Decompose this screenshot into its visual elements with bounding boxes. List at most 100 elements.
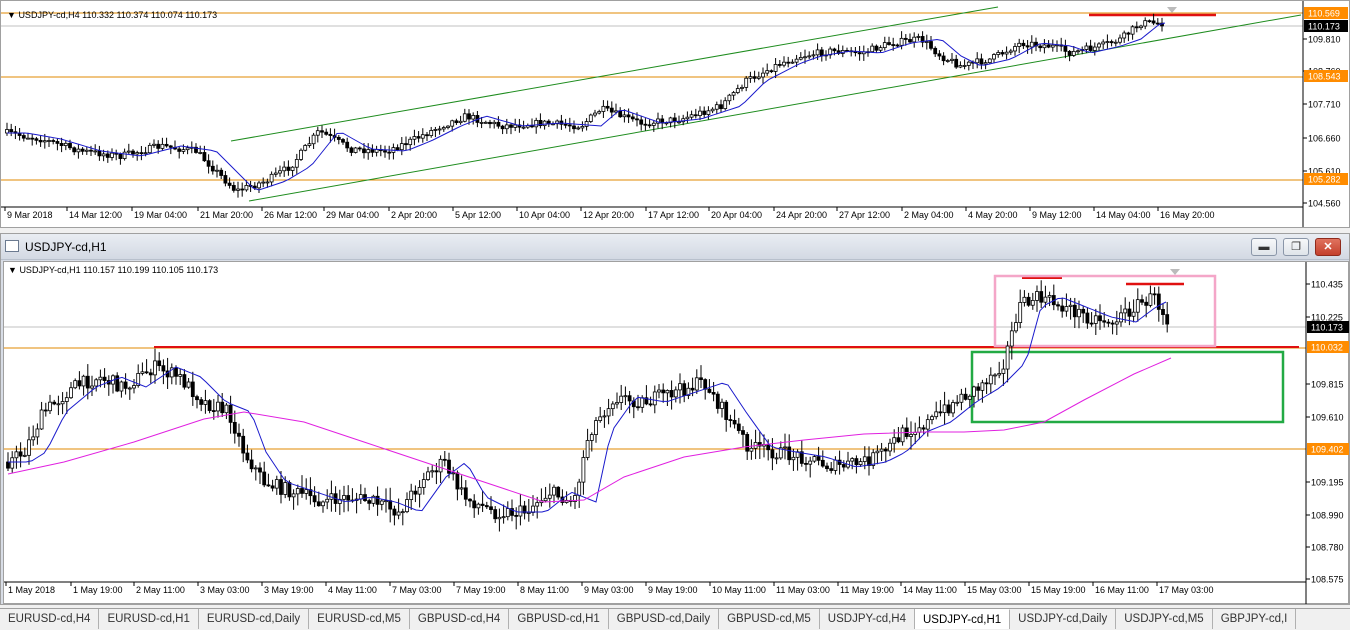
h4-candle-body (1105, 41, 1110, 43)
h1-candle-body (216, 401, 220, 412)
h4-chart-window[interactable]: ▼ USDJPY-cd,H4 110.332 110.374 110.074 1… (0, 0, 1350, 228)
h1-candle-body (816, 456, 821, 461)
restore-button[interactable]: ❐ (1283, 238, 1309, 256)
h1-candle-body (703, 379, 708, 390)
h1-time-label: 3 May 19:00 (264, 585, 314, 595)
chart-tab[interactable]: EURUSD-cd,H4 (0, 609, 100, 629)
h4-chart-area[interactable]: ▼ USDJPY-cd,H4 110.332 110.374 110.074 1… (1, 1, 1349, 227)
chart-tab[interactable]: GBPUSD-cd,H4 (410, 609, 510, 629)
h4-candle-body (1071, 50, 1076, 56)
h4-candle-body (257, 182, 261, 189)
h1-candle-body (825, 465, 829, 470)
chart-tab[interactable]: EURUSD-cd,Daily (199, 609, 310, 629)
h4-candle-body (471, 115, 476, 120)
chart-tab[interactable]: GBPJPY-cd,I (1213, 609, 1297, 629)
chart-tab[interactable]: EURUSD-cd,H1 (99, 609, 199, 629)
chart-tab[interactable]: GBPUSD-cd,H1 (509, 609, 609, 629)
h4-candle-body (76, 148, 81, 153)
h4-time-label: 9 May 12:00 (1032, 210, 1082, 220)
h1-candle-body (673, 389, 678, 398)
h1-candle-body (1127, 308, 1132, 317)
dropdown-triangle-icon[interactable]: ▼ (8, 265, 17, 275)
h4-candle-body (1092, 46, 1097, 51)
h1-time-label: 16 May 11:00 (1095, 585, 1149, 595)
chart-tab[interactable]: USDJPY-cd,H1 (914, 609, 1011, 629)
h4-candle-body (706, 110, 711, 115)
h1-candle-body (186, 381, 191, 388)
h4-candle-body (941, 55, 946, 62)
h1-price-label: 109.815 (1311, 380, 1344, 390)
h1-support-zone-box (970, 350, 1285, 424)
chart-tab[interactable]: USDJPY-cd,Daily (1010, 609, 1117, 629)
h1-candle-body (1110, 322, 1115, 325)
h1-candle-body (1026, 296, 1031, 306)
h4-candle-body (164, 143, 169, 147)
h1-candle-body (1060, 305, 1065, 312)
h4-candle-body (639, 119, 644, 125)
h4-candle-body (996, 52, 1001, 55)
h4-candle-body (782, 61, 786, 66)
h4-candle-body (181, 149, 186, 152)
h4-candle-body (777, 64, 782, 66)
close-button[interactable]: ✕ (1315, 238, 1341, 256)
h4-candle-body (626, 114, 631, 118)
h1-candle-body (182, 374, 187, 388)
minimize-button[interactable]: ▬ (1251, 238, 1277, 256)
h1-candle-body (615, 402, 619, 405)
chart-tab[interactable]: EURUSD-cd,M5 (309, 609, 410, 629)
h1-candle-body (1093, 315, 1098, 324)
h4-candle-body (857, 52, 862, 55)
dropdown-triangle-icon[interactable]: ▼ (7, 10, 16, 20)
h4-candle-body (198, 152, 203, 154)
h4-candle-body (328, 133, 333, 136)
h1-candle-body (602, 415, 607, 418)
h1-time-label: 11 May 03:00 (776, 585, 830, 595)
h4-candle-body (1013, 46, 1017, 52)
h4-candle-body (336, 136, 341, 140)
h4-candle-body (408, 138, 413, 146)
h1-price-label: 110.225 (1311, 313, 1343, 323)
chart-tab[interactable]: GBPUSD-cd,Daily (609, 609, 720, 629)
chart-tab[interactable]: USDJPY-cd,M5 (1116, 609, 1213, 629)
h4-candle-body (206, 160, 211, 167)
h4-candle-body (668, 117, 673, 124)
h4-time-label: 5 Apr 12:00 (455, 210, 501, 220)
h4-candle-body (878, 47, 883, 51)
h4-candle-body (542, 120, 547, 127)
chart-tab[interactable]: GBPUSD-cd,M5 (719, 609, 820, 629)
h4-candle-body (559, 120, 564, 125)
h4-candle-body (492, 121, 497, 125)
h4-candle-body (156, 143, 161, 149)
h4-candle-body (895, 44, 900, 47)
h1-price-label: 109.195 (1311, 478, 1344, 488)
h1-shift-marker-icon (1170, 269, 1180, 275)
h4-channel-lower-line (248, 14, 1302, 202)
h1-candle-body (518, 505, 523, 517)
h1-chart-window[interactable]: USDJPY-cd,H1 ▬ ❐ ✕ ▼ USDJPY-cd,H1 110.15… (0, 233, 1350, 605)
h1-candle-body (1035, 291, 1039, 301)
h1-candle-body (690, 387, 695, 391)
h1-time-label: 10 May 11:00 (712, 585, 766, 595)
h4-candle-body (483, 121, 488, 124)
h1-chart-area[interactable]: ▼ USDJPY-cd,H1 110.157 110.199 110.105 1… (3, 261, 1349, 604)
h4-candle-body (912, 36, 917, 43)
h1-price-label: 110.173 (1311, 323, 1343, 333)
h1-candle-body (610, 403, 615, 410)
h4-candle-body (59, 143, 64, 146)
h1-candle-body (636, 406, 640, 409)
h4-candle-body (874, 45, 879, 51)
chart-tab[interactable]: USDJPY-cd,H4 (820, 609, 915, 629)
h1-candle-body (426, 471, 430, 480)
chart-tab-bar: EURUSD-cd,H4 EURUSD-cd,H1 EURUSD-cd,Daily E… (0, 608, 1350, 629)
h4-candle-body (1113, 41, 1118, 44)
h4-candle-body (790, 61, 795, 64)
h1-candle-body (421, 479, 426, 488)
h1-candle-body (573, 495, 577, 502)
h1-window-titlebar[interactable]: USDJPY-cd,H1 ▬ ❐ ✕ (1, 234, 1349, 260)
h4-candle-body (1151, 20, 1156, 24)
h4-candle-body (643, 123, 648, 126)
h4-candle-body (504, 124, 509, 130)
h1-candle-body (585, 440, 590, 458)
h1-candle-body (741, 430, 745, 435)
h4-candle-body (97, 150, 102, 157)
